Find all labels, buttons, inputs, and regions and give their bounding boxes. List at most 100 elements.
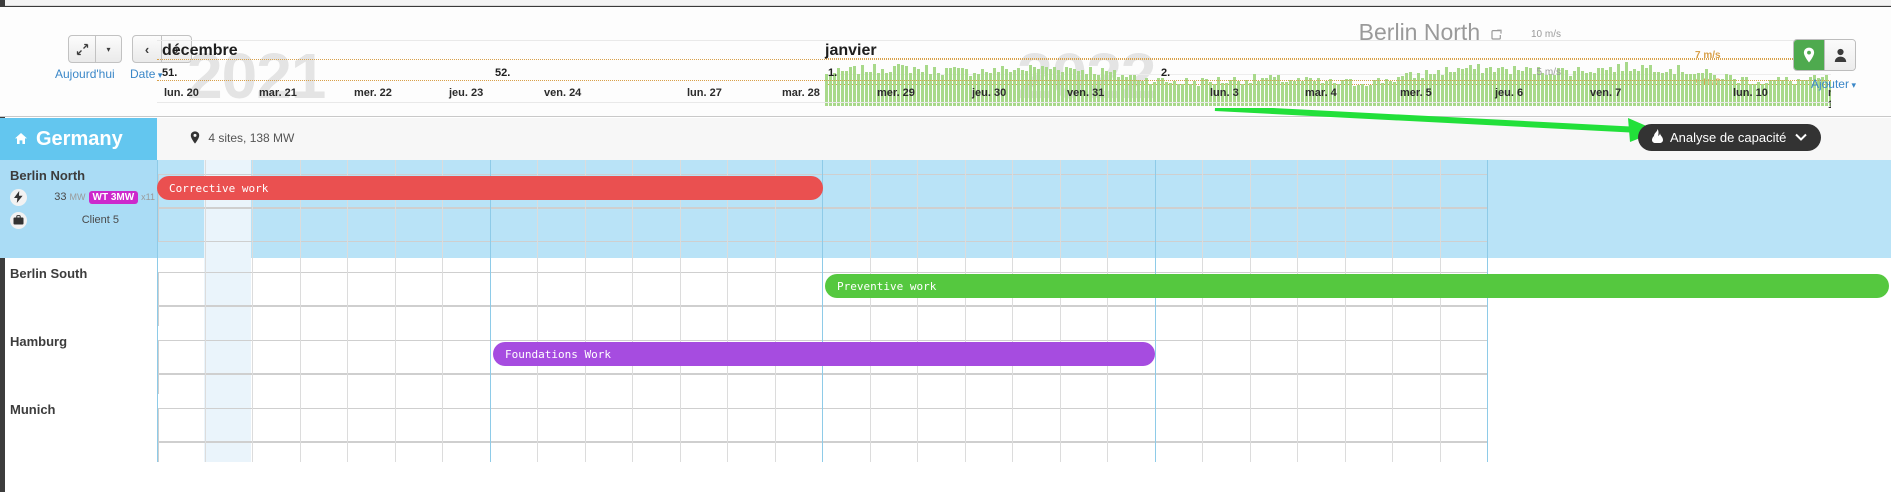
month-label: janvier — [825, 42, 877, 59]
task-bar[interactable]: Preventive work — [825, 274, 1889, 298]
task-lane[interactable] — [158, 442, 1488, 462]
wind-bar — [1737, 83, 1740, 106]
site-grid-cell[interactable]: Foundations Work — [157, 326, 1891, 394]
wind-bar — [1501, 66, 1504, 106]
task-bar[interactable]: Corrective work — [157, 176, 823, 200]
wind-bar — [1541, 72, 1544, 106]
day-label: mar. 4 — [1305, 87, 1337, 99]
wind-bar — [1821, 77, 1824, 106]
wind-bar — [1209, 81, 1212, 106]
wind-bar — [1785, 77, 1788, 106]
date-dropdown-link[interactable]: Date — [130, 67, 162, 81]
today-link[interactable]: Aujourd'hui — [55, 67, 115, 81]
task-lane[interactable] — [158, 374, 1488, 394]
task-bar-label: Foundations Work — [505, 347, 611, 361]
wind-bar — [1177, 84, 1180, 106]
wind-bar — [1349, 78, 1352, 106]
expand-icon[interactable] — [68, 35, 96, 63]
wind-bar — [1665, 72, 1668, 106]
zoom-dropdown-button[interactable]: ▾ — [96, 35, 122, 63]
site-label-cell[interactable]: Berlin South — [0, 258, 157, 326]
wind-bar — [1221, 82, 1224, 106]
wind-bar — [981, 69, 984, 106]
wind-bar — [1265, 78, 1268, 106]
grid-line — [394, 326, 396, 394]
grid-line — [204, 258, 206, 326]
wind-bar — [1113, 69, 1116, 106]
wind-bar — [829, 76, 832, 106]
site-label-cell[interactable]: Berlin North 33 MW WT 3MW x11 Client 5 — [0, 160, 157, 258]
site-row[interactable]: Berlin South Preventive work — [0, 258, 1891, 326]
grid-line — [252, 160, 253, 258]
wind-bar — [1573, 71, 1576, 106]
task-lane[interactable] — [158, 306, 1488, 326]
grid-line — [394, 160, 396, 258]
grid-line — [1487, 326, 1488, 394]
wind-bar — [985, 71, 988, 106]
wind-bar — [1493, 72, 1496, 106]
task-bar[interactable]: Foundations Work — [493, 342, 1155, 366]
wind-bar — [1369, 85, 1372, 106]
group-meta-text: 4 sites, 138 MW — [208, 131, 295, 145]
wind-bar — [873, 63, 876, 106]
site-row[interactable]: Munich — [0, 394, 1891, 462]
site-grid-cell[interactable]: Preventive work — [157, 258, 1891, 326]
site-grid-cell[interactable]: Corrective work — [157, 160, 1891, 258]
wind-bar — [1097, 75, 1100, 106]
expand-arrows-icon — [76, 43, 88, 55]
capacity-analysis-tooltip[interactable]: Analyse de capacité — [1638, 124, 1822, 151]
wind-bar — [1133, 75, 1136, 106]
site-label-cell[interactable]: Hamburg — [0, 326, 157, 394]
wind-bar — [1205, 79, 1208, 106]
week-row: 51. 52. 1. 2. — [157, 65, 1831, 84]
wind-bar — [1673, 73, 1676, 106]
wind-bar — [1117, 77, 1120, 106]
wind-bar — [961, 67, 964, 106]
wind-bar — [1449, 71, 1452, 106]
wind-bar — [1533, 74, 1536, 106]
wind-bar — [1085, 73, 1088, 106]
map-pin-button[interactable] — [1794, 40, 1824, 70]
share-icon[interactable] — [1486, 27, 1503, 43]
add-link[interactable]: Ajouter — [1811, 77, 1856, 91]
wind-bar — [1001, 66, 1004, 106]
wind-bar — [1681, 72, 1684, 106]
wind-bar — [1729, 75, 1732, 106]
site-row[interactable]: Berlin North 33 MW WT 3MW x11 Client 5 Correc… — [0, 160, 1891, 258]
next-button[interactable]: › — [162, 35, 192, 63]
wind-bar — [1525, 67, 1528, 106]
task-lane[interactable] — [158, 208, 1488, 242]
wind-bar — [1705, 69, 1708, 106]
wind-bar — [1637, 71, 1640, 106]
previous-button[interactable]: ‹ — [132, 35, 162, 63]
grid-line — [1487, 394, 1488, 462]
wind-bar — [1169, 82, 1172, 106]
wind-bar — [1761, 83, 1764, 106]
wind-bar — [1657, 72, 1660, 106]
wind-bar — [1025, 70, 1028, 106]
wind-bar — [1037, 69, 1040, 106]
wind-bar — [1325, 81, 1328, 106]
wind-bar — [853, 66, 856, 106]
wind-bar — [1229, 80, 1232, 106]
wind-bar — [1217, 77, 1220, 106]
user-button[interactable] — [1824, 40, 1855, 70]
group-name[interactable]: Germany — [0, 118, 157, 160]
grid-line — [347, 160, 348, 258]
grid-line — [1154, 394, 1156, 462]
wind-bar — [1261, 78, 1264, 106]
wind-bar — [1553, 75, 1556, 106]
wind-bar — [1513, 65, 1516, 106]
task-lane[interactable] — [158, 408, 1488, 442]
wind-bar — [953, 67, 956, 106]
wind-bar — [993, 67, 996, 106]
site-label-cell[interactable]: Munich — [0, 394, 157, 462]
wind-bar — [1829, 80, 1831, 106]
site-row[interactable]: Hamburg Foundations Work — [0, 326, 1891, 394]
wind-bar — [1693, 73, 1696, 106]
wind-bar — [1225, 82, 1228, 106]
wind-bar — [1733, 78, 1736, 106]
site-grid-cell[interactable] — [157, 394, 1891, 462]
site-name: Hamburg — [10, 334, 68, 349]
